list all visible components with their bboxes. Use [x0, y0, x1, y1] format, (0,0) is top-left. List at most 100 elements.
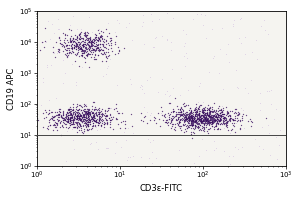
Point: [75, 35, 80, 38]
Point: [224, 124, 229, 127]
Point: [202, 14, 207, 17]
Point: [60, 114, 65, 117]
Point: [190, 114, 195, 118]
Point: [238, 127, 243, 130]
Point: [202, 105, 207, 108]
Point: [194, 112, 199, 116]
Point: [196, 118, 201, 121]
Point: [66, 107, 71, 110]
Point: [202, 108, 207, 112]
Point: [96, 49, 101, 53]
Point: [206, 119, 211, 123]
Point: [187, 112, 192, 115]
Point: [84, 47, 88, 50]
Point: [265, 89, 270, 92]
Point: [210, 118, 214, 122]
Point: [233, 68, 238, 71]
Point: [212, 112, 217, 116]
Point: [73, 121, 78, 124]
Point: [204, 148, 208, 151]
Point: [205, 122, 209, 125]
Point: [189, 123, 194, 126]
Point: [179, 111, 184, 114]
Point: [191, 123, 196, 126]
Point: [186, 103, 190, 107]
Point: [196, 117, 201, 120]
Point: [172, 125, 177, 128]
Point: [81, 45, 85, 48]
Point: [232, 111, 236, 114]
Point: [206, 128, 211, 131]
Point: [206, 122, 210, 125]
Point: [94, 43, 98, 46]
Point: [218, 111, 222, 114]
Point: [212, 113, 217, 117]
Point: [213, 120, 218, 123]
Point: [166, 113, 171, 116]
Point: [184, 117, 189, 121]
Point: [84, 128, 89, 132]
Point: [180, 114, 185, 117]
Point: [191, 119, 196, 122]
Point: [83, 121, 88, 124]
Point: [211, 120, 216, 123]
Point: [202, 108, 207, 112]
Point: [190, 17, 195, 21]
Point: [68, 52, 73, 55]
Point: [254, 57, 259, 60]
Point: [250, 51, 254, 54]
Point: [78, 123, 83, 126]
Point: [119, 111, 124, 114]
Point: [78, 47, 82, 50]
Point: [219, 112, 224, 115]
Point: [80, 53, 85, 56]
Point: [224, 125, 229, 128]
Point: [100, 114, 104, 117]
Point: [170, 117, 175, 120]
Point: [154, 156, 158, 159]
Point: [102, 111, 107, 115]
Point: [74, 115, 79, 118]
Point: [82, 118, 87, 122]
Point: [82, 45, 87, 48]
Point: [109, 38, 114, 42]
Point: [200, 113, 205, 117]
Point: [96, 120, 100, 124]
Point: [79, 48, 84, 52]
Point: [116, 111, 121, 114]
Point: [94, 39, 99, 42]
Point: [80, 43, 85, 46]
Point: [173, 114, 178, 117]
Point: [177, 120, 182, 123]
Point: [71, 115, 76, 119]
Point: [68, 44, 73, 47]
Point: [79, 114, 84, 117]
Point: [152, 115, 157, 118]
Point: [204, 112, 209, 115]
Point: [201, 119, 206, 122]
Point: [186, 120, 191, 123]
Point: [107, 119, 112, 122]
Point: [227, 162, 232, 165]
Point: [77, 32, 82, 35]
Point: [58, 110, 63, 113]
Point: [198, 119, 203, 122]
Point: [56, 47, 61, 51]
Point: [99, 113, 104, 116]
Point: [167, 101, 172, 104]
Point: [75, 35, 80, 38]
Point: [82, 121, 86, 124]
Point: [183, 119, 188, 122]
Point: [52, 55, 57, 58]
Point: [63, 120, 68, 123]
Point: [222, 119, 227, 122]
Point: [75, 52, 80, 55]
Point: [75, 114, 80, 118]
Point: [100, 112, 104, 115]
Point: [71, 110, 76, 113]
Point: [202, 117, 207, 121]
Point: [90, 43, 95, 47]
Point: [183, 118, 188, 122]
Point: [85, 125, 90, 128]
Point: [94, 121, 99, 124]
